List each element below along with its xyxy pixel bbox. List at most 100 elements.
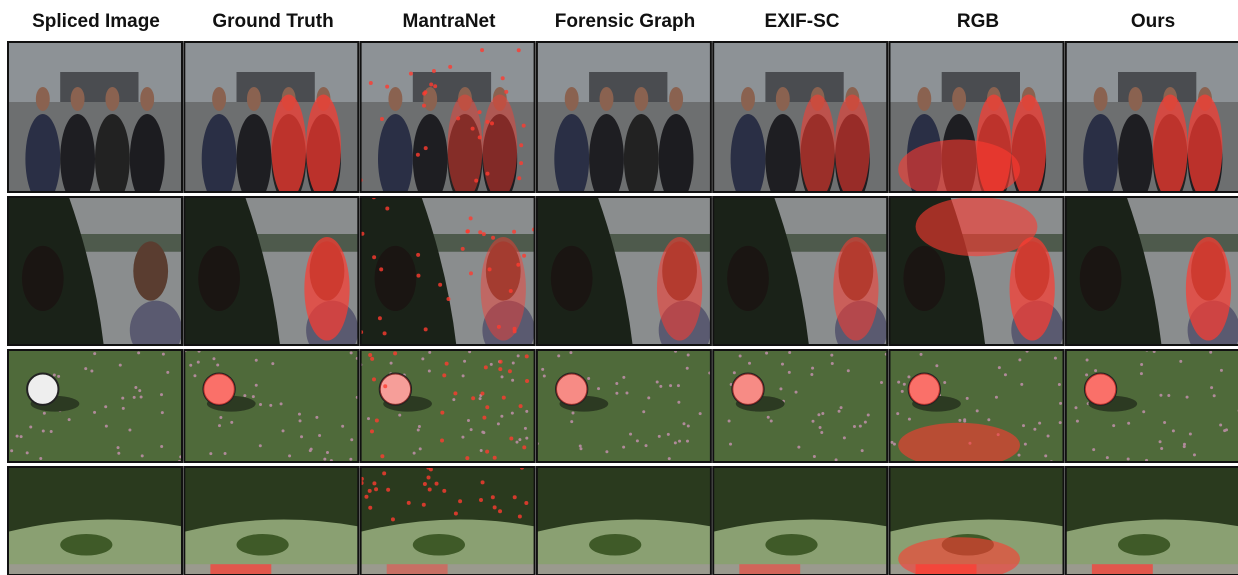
cell-border: [535, 466, 712, 575]
petal: [1112, 424, 1116, 428]
mask-region: [833, 236, 879, 341]
petal: [892, 442, 896, 446]
petal: [605, 450, 609, 454]
petal: [42, 411, 46, 415]
person-head: [741, 87, 755, 111]
mask-dot: [428, 467, 433, 472]
petal: [525, 409, 529, 413]
petal: [300, 435, 304, 439]
petal: [1094, 369, 1098, 373]
image-cell: [1065, 467, 1238, 575]
petal: [685, 366, 689, 370]
petal: [1020, 382, 1024, 386]
petal: [965, 396, 969, 400]
petal: [830, 353, 834, 357]
petal: [615, 381, 619, 385]
mask-dot: [393, 351, 398, 356]
petal: [557, 354, 561, 358]
petal: [659, 384, 663, 388]
mask-dot: [465, 229, 470, 234]
petal: [615, 391, 619, 395]
petal: [1085, 358, 1089, 362]
mask-region: [898, 139, 1020, 192]
petal: [542, 374, 546, 378]
petal: [254, 358, 258, 362]
image-cell: [184, 350, 359, 462]
mask-dot: [501, 395, 506, 400]
petal: [738, 354, 742, 358]
petal: [25, 451, 29, 455]
petal: [259, 403, 263, 407]
column-headers: Spliced Image Ground Truth MantraNet For…: [32, 11, 1175, 32]
image-cell: [184, 197, 359, 345]
image-cell: [1065, 42, 1238, 192]
mask-dot: [518, 404, 523, 409]
mask-dot: [491, 235, 496, 240]
petal: [788, 351, 792, 355]
petal: [29, 425, 33, 429]
mask-dot: [380, 454, 385, 459]
mask-dot: [433, 84, 438, 89]
petal: [134, 386, 138, 390]
cell-border: [183, 349, 360, 463]
petal: [461, 435, 465, 439]
man-left: [727, 245, 769, 311]
mask-dot: [474, 178, 479, 183]
petal: [729, 442, 733, 446]
man-left: [21, 245, 64, 311]
mask-dot: [367, 488, 372, 493]
person-head: [246, 87, 261, 111]
mask-dot: [453, 511, 458, 516]
petal: [161, 352, 165, 356]
petal: [67, 418, 71, 422]
petal: [766, 415, 770, 419]
mask-region: [556, 373, 588, 405]
petal: [1185, 395, 1189, 399]
man-left: [374, 245, 417, 311]
petal: [1182, 442, 1186, 446]
petal: [160, 444, 164, 448]
petal: [469, 428, 473, 432]
petal: [193, 374, 197, 378]
petal: [1018, 358, 1022, 362]
mask-dot: [364, 494, 369, 499]
petal: [1171, 429, 1175, 433]
cell-border: [1064, 349, 1238, 463]
person-body: [129, 114, 165, 192]
image-cell: [360, 42, 535, 192]
mask-dot: [422, 103, 427, 108]
petal: [258, 444, 262, 448]
bush: [589, 533, 642, 556]
mask-dot: [390, 517, 395, 522]
petal: [1182, 445, 1186, 449]
petal: [230, 420, 234, 424]
image-cell: [360, 350, 535, 462]
cell-border: [183, 41, 360, 193]
mask-dot: [370, 356, 375, 361]
person-body: [658, 114, 694, 192]
image-cell: [184, 42, 359, 192]
petal: [90, 369, 94, 373]
petal: [625, 391, 629, 395]
petal: [890, 440, 894, 444]
person-body: [1118, 114, 1153, 192]
trees: [889, 467, 1064, 532]
petal: [525, 436, 529, 440]
petal: [902, 382, 906, 386]
mask-dot: [504, 89, 509, 94]
mask-dot: [519, 161, 524, 166]
petal: [39, 456, 43, 460]
person-body: [60, 114, 95, 192]
mask-region: [482, 94, 518, 192]
mask-dot: [498, 359, 503, 364]
mask-dot: [369, 429, 374, 434]
petal: [116, 446, 120, 450]
mask-region: [1152, 94, 1188, 192]
mask-dot: [416, 273, 421, 278]
petal: [421, 357, 425, 361]
bush: [412, 533, 465, 556]
petal: [896, 412, 900, 416]
petal: [349, 457, 353, 461]
petal: [997, 366, 1001, 370]
